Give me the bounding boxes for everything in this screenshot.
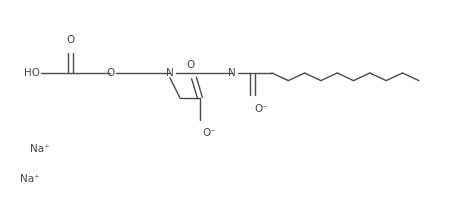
Text: O: O: [66, 35, 74, 45]
Text: O⁻: O⁻: [202, 128, 216, 138]
Text: N: N: [166, 68, 174, 78]
Text: N: N: [228, 68, 236, 78]
Text: O: O: [106, 68, 114, 78]
Text: O: O: [186, 60, 194, 70]
Text: O⁻: O⁻: [254, 104, 268, 114]
Text: Na⁺: Na⁺: [30, 144, 50, 154]
Text: Na⁺: Na⁺: [20, 174, 40, 184]
Text: HO: HO: [24, 68, 40, 78]
